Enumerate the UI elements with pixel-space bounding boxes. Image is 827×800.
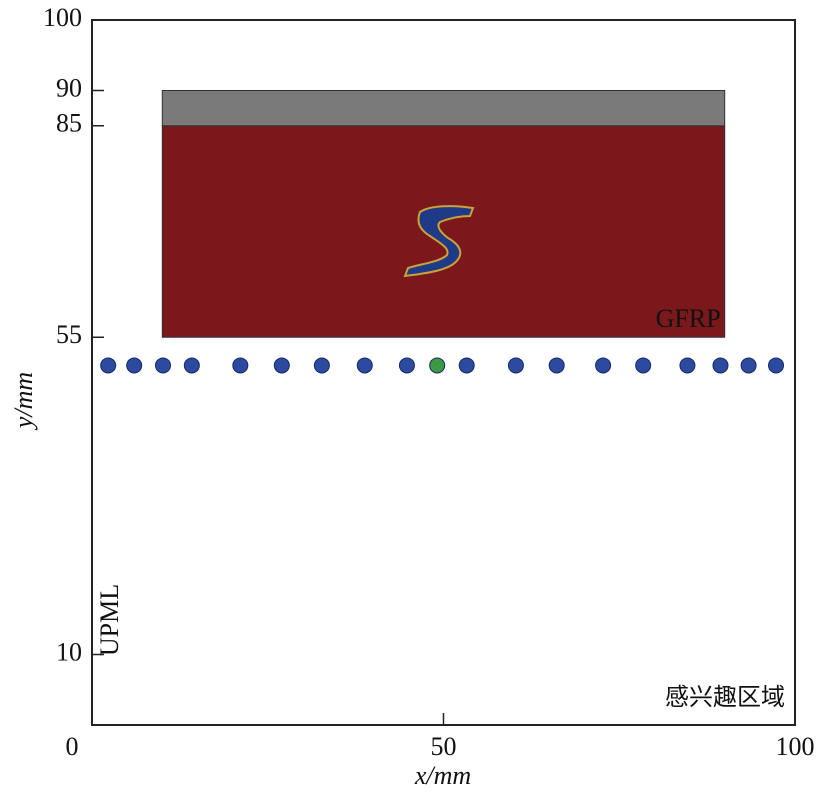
roi-label: 感兴趣区域 bbox=[665, 683, 785, 711]
y-tick-label: 90 bbox=[56, 73, 82, 102]
antenna-point bbox=[126, 357, 143, 374]
x-axis-label: x/mm bbox=[414, 761, 471, 790]
antenna-point bbox=[356, 357, 373, 374]
antenna-point bbox=[183, 357, 200, 374]
region-label: GFRP bbox=[656, 304, 721, 333]
antenna-point bbox=[273, 357, 290, 374]
x-tick-label: 0 bbox=[66, 732, 79, 761]
y-tick-label: 85 bbox=[56, 109, 82, 138]
antenna-point bbox=[155, 357, 172, 374]
antenna-point bbox=[635, 357, 652, 374]
y-tick-label: 55 bbox=[56, 320, 82, 349]
antenna-point bbox=[313, 357, 330, 374]
y-tick-label: 100 bbox=[43, 3, 82, 32]
antenna-point bbox=[100, 357, 117, 374]
x-tick-label: 100 bbox=[776, 732, 815, 761]
antenna-point bbox=[595, 357, 612, 374]
x-tick-label: 50 bbox=[431, 732, 457, 761]
antenna-point bbox=[507, 357, 524, 374]
antenna-point bbox=[740, 357, 757, 374]
y-axis-label: y/mm bbox=[9, 372, 38, 431]
antenna-point bbox=[429, 357, 446, 374]
antenna-point bbox=[712, 357, 729, 374]
defect bbox=[403, 205, 475, 278]
y-tick-label: 10 bbox=[56, 637, 82, 666]
antenna-point bbox=[398, 357, 415, 374]
region bbox=[161, 125, 726, 338]
antenna-point bbox=[679, 357, 696, 374]
antenna-point bbox=[458, 357, 475, 374]
antenna-point bbox=[548, 357, 565, 374]
upml-label: UPML bbox=[95, 584, 124, 656]
antenna-point bbox=[232, 357, 249, 374]
region bbox=[161, 90, 726, 127]
antenna-point bbox=[768, 357, 785, 374]
regions: GFRP bbox=[161, 90, 726, 338]
